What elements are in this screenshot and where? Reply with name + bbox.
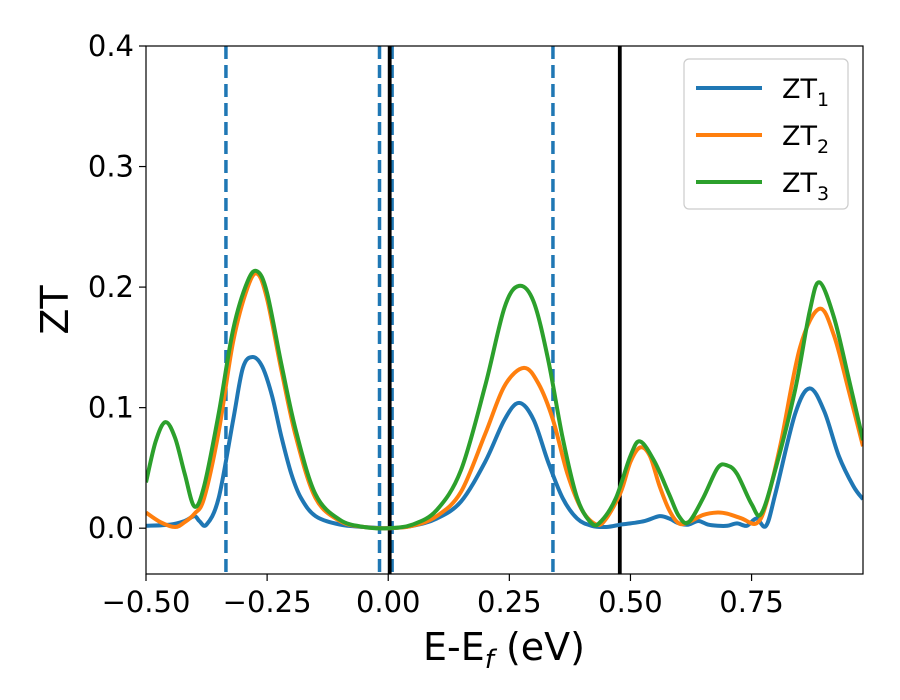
x-tick-label-5: 0.75 [719,585,784,619]
y-tick-label-0: 0.0 [88,511,134,545]
x-axis-title: E-Ef (eV) [423,625,585,675]
x-tick-label-1: −0.25 [223,585,312,619]
x-tick-label-4: 0.50 [598,585,663,619]
x-axis-ticks: −0.50 −0.25 0.00 0.25 0.50 0.75 [102,574,784,619]
y-tick-label-4: 0.4 [88,29,134,63]
series-line-zt2 [146,271,863,531]
legend-label-zt2: ZT2 [782,121,829,158]
legend: ZT1 ZT2 ZT3 [683,58,849,210]
x-tick-label-2: 0.00 [356,585,421,619]
y-tick-label-3: 0.3 [88,150,134,184]
y-tick-label-1: 0.1 [88,391,134,425]
x-tick-label-3: 0.25 [477,585,542,619]
legend-box [683,58,849,210]
x-axis-title-main: E-E [423,625,485,669]
y-axis-ticks: 0.0 0.1 0.2 0.3 0.4 [88,29,146,545]
x-tick-label-0: −0.50 [102,585,191,619]
legend-label-zt1: ZT1 [782,74,829,111]
series-line-zt3 [146,268,863,531]
y-axis-title: ZT [33,285,77,335]
x-axis-title-suffix: (eV) [494,625,585,669]
plot-frame [145,45,864,575]
legend-label-zt3: ZT3 [782,168,829,205]
y-tick-label-2: 0.2 [88,270,134,304]
series-lines [146,268,863,531]
